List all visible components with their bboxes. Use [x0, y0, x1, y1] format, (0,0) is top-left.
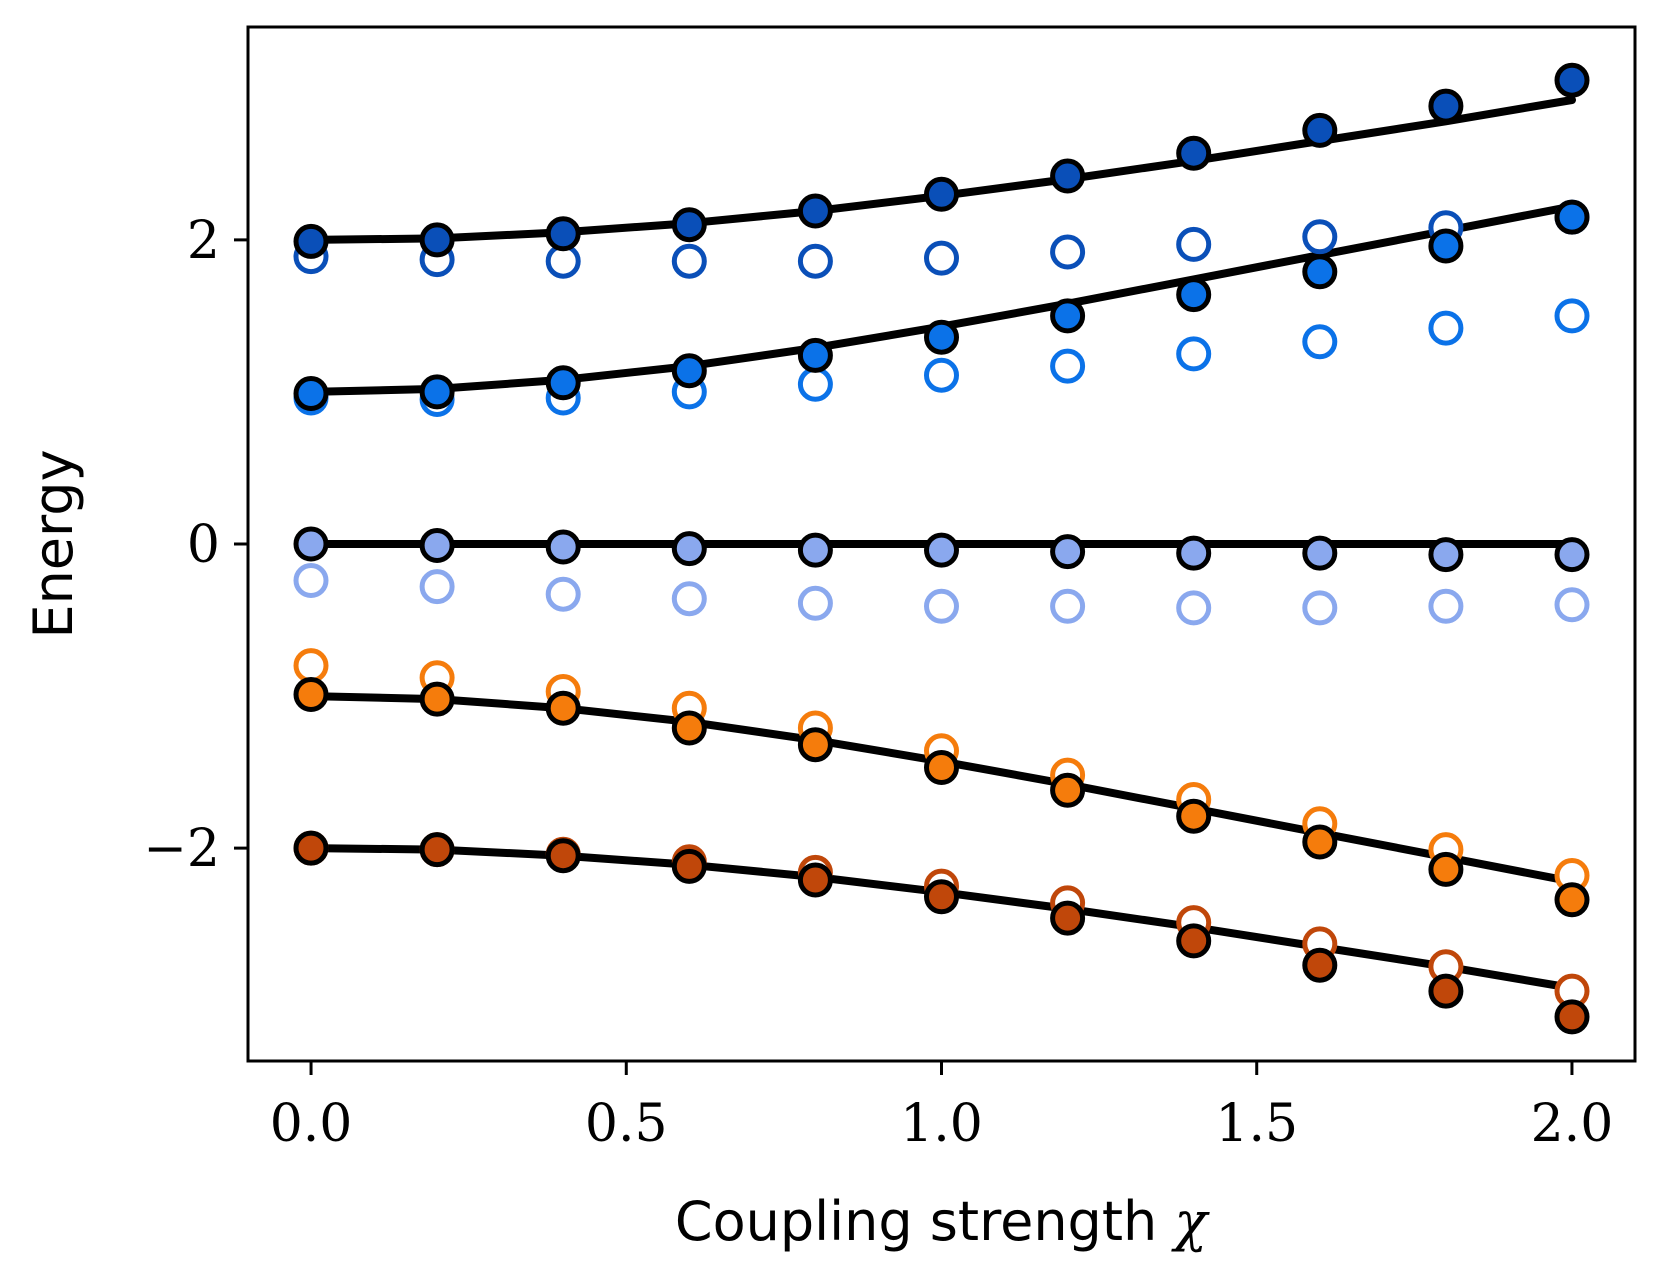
open-marker-level-3-open: [419, 569, 455, 605]
x-tick-label: 1.0: [900, 1094, 983, 1154]
filled-marker-level-4-filled: [1050, 298, 1086, 334]
x-tick-label: 2.0: [1531, 1094, 1614, 1154]
filled-marker-level-1-filled: [1302, 947, 1338, 983]
filled-marker-level-5-filled: [1428, 88, 1464, 124]
filled-marker-level-5-filled: [797, 193, 833, 229]
filled-marker-level-5-filled: [1302, 112, 1338, 148]
y-tick-label: 0: [187, 515, 220, 575]
open-marker-level-3-open: [671, 581, 707, 617]
filled-marker-level-2-filled: [1050, 772, 1086, 808]
filled-marker-level-5-filled: [1176, 135, 1212, 171]
filled-marker-level-2-filled: [797, 727, 833, 763]
filled-marker-level-4-filled: [1176, 277, 1212, 313]
axis-ticks: 0.0 0.5 1.0 1.5 2.0 −2 0 2: [143, 211, 1613, 1154]
open-marker-level-3-open: [924, 588, 959, 624]
open-marker-level-3-open: [1050, 588, 1086, 624]
filled-marker-level-5-filled: [924, 176, 959, 212]
open-marker-level-3-open: [1554, 587, 1590, 623]
open-marker-level-3-open: [1428, 588, 1464, 624]
filled-marker-level-4-filled: [797, 337, 833, 373]
filled-marker-level-2-filled: [545, 690, 581, 726]
open-marker-level-5-open: [797, 243, 833, 279]
filled-marker-level-3-filled: [1302, 535, 1338, 571]
x-axis-label: Coupling strength χ: [675, 1190, 1211, 1253]
open-marker-level-4-open: [1050, 348, 1086, 384]
open-marker-level-5-open: [924, 240, 959, 276]
filled-marker-level-1-filled: [924, 879, 959, 915]
open-marker-level-3-open: [1302, 590, 1338, 626]
filled-marker-level-5-filled: [1050, 158, 1086, 194]
filled-marker-level-1-filled: [293, 830, 329, 866]
y-axis-label: Energy: [22, 449, 85, 638]
filled-marker-level-1-filled: [671, 848, 707, 884]
open-marker-level-4-open: [924, 357, 959, 393]
filled-marker-level-5-filled: [545, 216, 581, 252]
y-tick-label: −2: [143, 819, 220, 879]
open-marker-level-5-open: [1176, 226, 1212, 262]
x-tick-label: 1.5: [1215, 1094, 1298, 1154]
filled-marker-level-2-filled: [1428, 851, 1464, 887]
x-axis-label-text: Coupling strength: [675, 1190, 1157, 1253]
open-marker-level-4-open: [1176, 336, 1212, 372]
filled-marker-level-4-filled: [1554, 199, 1590, 235]
filled-marker-level-1-filled: [1554, 999, 1590, 1035]
filled-marker-level-5-filled: [1554, 62, 1590, 98]
filled-marker-level-1-filled: [797, 862, 833, 898]
open-marker-level-5-open: [1050, 234, 1086, 270]
open-marker-level-5-open: [1302, 219, 1338, 255]
open-marker-level-3-open: [545, 576, 581, 612]
open-marker-level-5-open: [671, 243, 707, 279]
filled-marker-level-1-filled: [419, 832, 455, 868]
filled-marker-level-2-filled: [924, 750, 959, 785]
filled-marker-level-2-filled: [293, 677, 329, 712]
filled-marker-level-3-filled: [1050, 534, 1086, 570]
filled-marker-level-3-filled: [671, 531, 707, 567]
open-marker-level-4-open: [1302, 324, 1338, 360]
filled-marker-level-4-filled: [1302, 254, 1338, 290]
open-marker-level-2-open: [293, 648, 329, 684]
filled-marker-level-2-filled: [1176, 798, 1212, 834]
filled-marker-level-2-filled: [1554, 882, 1590, 918]
filled-marker-level-3-filled: [419, 528, 455, 563]
filled-marker-level-5-filled: [293, 223, 329, 259]
filled-marker-level-3-filled: [545, 529, 581, 565]
filled-marker-level-3-filled: [1176, 535, 1212, 571]
filled-marker-level-3-filled: [293, 526, 329, 562]
filled-marker-level-2-filled: [671, 710, 707, 746]
filled-marker-level-4-filled: [924, 319, 959, 355]
filled-marker-level-3-filled: [797, 532, 833, 568]
open-marker-level-4-open: [1554, 298, 1590, 334]
filled-marker-level-2-filled: [419, 681, 455, 717]
filled-marker-level-1-filled: [545, 838, 581, 874]
filled-marker-level-4-filled: [419, 374, 455, 410]
open-marker-level-3-open: [293, 563, 329, 598]
x-axis-label-symbol: χ: [1170, 1190, 1210, 1253]
filled-marker-level-2-filled: [1302, 824, 1338, 860]
open-marker-level-3-open: [1176, 590, 1212, 626]
filled-marker-level-3-filled: [1428, 537, 1464, 573]
filled-marker-level-1-filled: [1050, 900, 1086, 936]
chart-marks: [293, 62, 1590, 1035]
x-tick-label: 0.5: [585, 1094, 668, 1154]
open-marker-level-4-open: [797, 366, 833, 402]
filled-marker-level-4-filled: [293, 376, 329, 411]
filled-marker-level-3-filled: [1554, 537, 1590, 573]
filled-marker-level-4-filled: [1428, 228, 1464, 264]
filled-marker-level-3-filled: [924, 532, 959, 568]
open-marker-level-3-open: [797, 585, 833, 621]
x-tick-label: 0.0: [270, 1094, 353, 1154]
filled-marker-level-5-filled: [671, 207, 707, 243]
filled-marker-level-1-filled: [1428, 973, 1464, 1009]
filled-marker-level-4-filled: [545, 365, 581, 401]
filled-marker-level-4-filled: [671, 353, 707, 389]
series-line-5: [307, 96, 1576, 244]
filled-marker-level-5-filled: [419, 222, 455, 258]
filled-marker-level-1-filled: [1176, 923, 1212, 959]
open-marker-level-4-open: [1428, 310, 1464, 346]
y-tick-label: 2: [187, 211, 220, 271]
